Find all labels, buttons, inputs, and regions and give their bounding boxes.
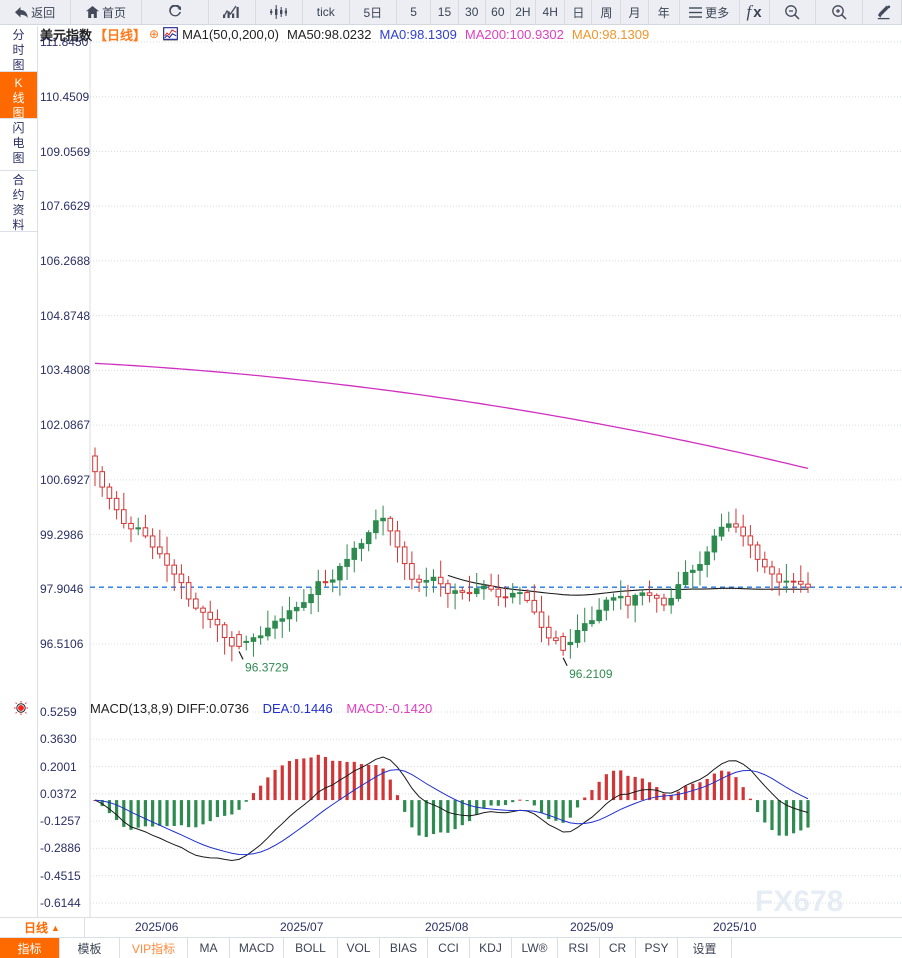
svg-text:96.3729: 96.3729 [245, 660, 289, 674]
svg-text:96.2109: 96.2109 [569, 667, 613, 681]
